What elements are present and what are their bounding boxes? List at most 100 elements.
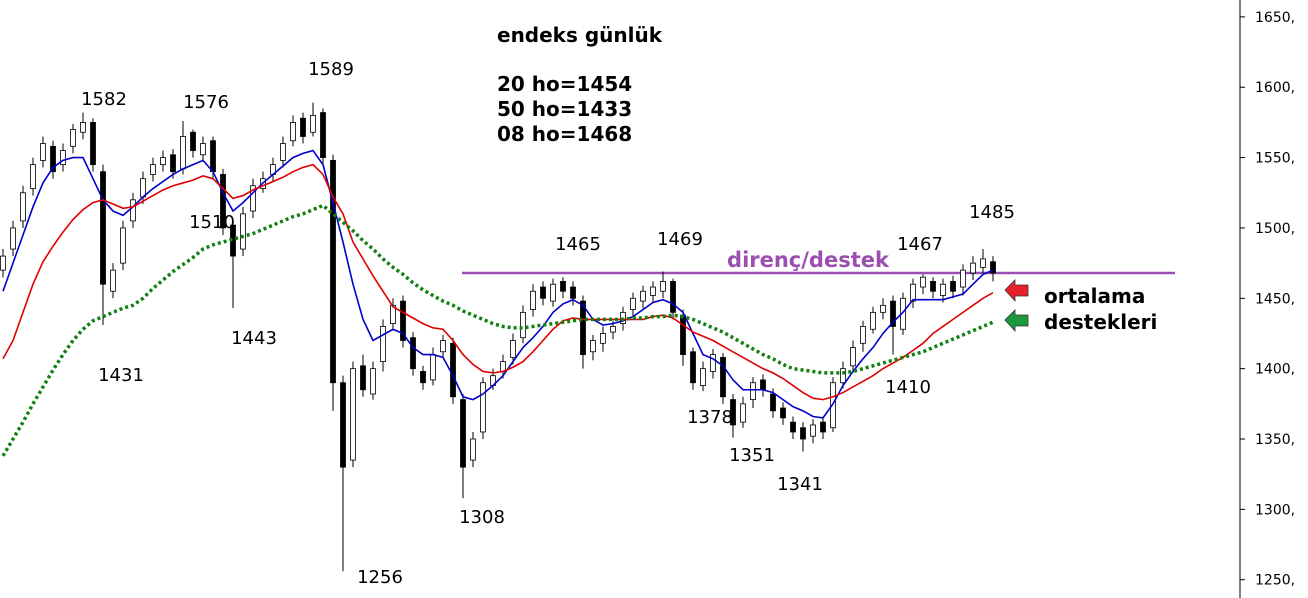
candle-body bbox=[960, 269, 966, 288]
candle-body bbox=[790, 421, 796, 433]
y-tick-label: 1650, bbox=[1255, 10, 1295, 26]
candle-body bbox=[140, 178, 146, 198]
candle-body bbox=[670, 281, 676, 313]
candle-body bbox=[330, 160, 336, 384]
candle-body bbox=[940, 283, 946, 296]
candle-body bbox=[520, 311, 526, 339]
candle-body bbox=[310, 114, 316, 133]
candle-body bbox=[290, 122, 296, 142]
ma-line bbox=[2, 149, 994, 419]
y-tick-label: 1350, bbox=[1255, 432, 1295, 448]
candle-body bbox=[510, 340, 516, 358]
price-annotation: 1351 bbox=[729, 445, 775, 466]
candle-body bbox=[350, 368, 356, 461]
ma-note: 20 ho=1454 bbox=[497, 72, 632, 96]
price-annotation: 1589 bbox=[308, 59, 354, 80]
candle-body bbox=[220, 174, 226, 229]
candle-body bbox=[80, 122, 86, 133]
price-annotation: 1467 bbox=[897, 234, 943, 255]
price-annotation: 1465 bbox=[555, 234, 601, 255]
ma-note: 50 ho=1433 bbox=[497, 97, 632, 121]
price-annotation: 1576 bbox=[183, 92, 229, 113]
candle-body bbox=[820, 421, 826, 433]
candle-body bbox=[890, 300, 896, 327]
candle-body bbox=[370, 368, 376, 395]
candle-body bbox=[170, 154, 176, 173]
price-annotation: 1431 bbox=[98, 365, 144, 386]
candle-body bbox=[680, 314, 686, 355]
candle-body bbox=[850, 347, 856, 367]
candle-body bbox=[320, 112, 326, 158]
candle-body bbox=[120, 227, 126, 264]
candle-body bbox=[480, 382, 486, 433]
candle-body bbox=[380, 326, 386, 363]
candle-body bbox=[840, 368, 846, 384]
candle-body bbox=[750, 382, 756, 401]
candle-body bbox=[770, 393, 776, 412]
candle-body bbox=[430, 354, 436, 381]
candle-body bbox=[300, 117, 306, 137]
candle-body bbox=[800, 427, 806, 440]
side-note: destekleri bbox=[1044, 310, 1157, 334]
price-annotation: 1582 bbox=[81, 89, 127, 110]
price-annotation: 1485 bbox=[969, 202, 1015, 223]
candle-body bbox=[100, 171, 106, 285]
candle-body bbox=[40, 143, 46, 161]
y-tick-label: 1400, bbox=[1255, 362, 1295, 378]
y-tick-label: 1450, bbox=[1255, 291, 1295, 307]
candle-body bbox=[930, 281, 936, 292]
green-arrow bbox=[1004, 309, 1029, 333]
candle-body bbox=[410, 337, 416, 370]
candle-body bbox=[640, 290, 646, 302]
candle-body bbox=[980, 258, 986, 268]
chart-title: endeks günlük bbox=[497, 23, 663, 47]
price-annotation: 1410 bbox=[885, 377, 931, 398]
price-annotation: 1510 bbox=[189, 212, 235, 233]
price-annotation: 1378 bbox=[687, 407, 733, 428]
red-arrow bbox=[1004, 279, 1029, 303]
candle-body bbox=[0, 255, 6, 271]
candle-body bbox=[400, 300, 406, 341]
candle-body bbox=[970, 262, 976, 274]
candle-body bbox=[700, 368, 706, 386]
candle-body bbox=[550, 283, 556, 302]
candle-body bbox=[150, 164, 156, 175]
candle-body bbox=[360, 365, 366, 391]
candle-body bbox=[540, 286, 546, 299]
candle-body bbox=[470, 438, 476, 461]
y-tick-label: 1250, bbox=[1255, 573, 1295, 589]
candle-body bbox=[570, 286, 576, 299]
candle-body bbox=[530, 290, 536, 310]
candle-body bbox=[130, 199, 136, 222]
price-annotation: 1341 bbox=[777, 474, 823, 495]
candle-body bbox=[870, 311, 876, 330]
candle-body bbox=[10, 227, 16, 250]
candle-body bbox=[710, 354, 716, 372]
candle-body bbox=[590, 340, 596, 353]
candle-body bbox=[810, 424, 816, 437]
candle-body bbox=[90, 122, 96, 166]
candle-body bbox=[780, 407, 786, 419]
candle-body bbox=[560, 281, 566, 292]
candle-body bbox=[70, 129, 76, 147]
candle-body bbox=[650, 286, 656, 296]
candle-body bbox=[660, 281, 666, 292]
candle-body bbox=[920, 276, 926, 288]
candle-body bbox=[690, 351, 696, 384]
price-annotation: 1256 bbox=[357, 567, 403, 588]
candle-body bbox=[60, 150, 66, 166]
candle-body bbox=[740, 403, 746, 423]
candle-body bbox=[730, 399, 736, 426]
candle-body bbox=[450, 342, 456, 398]
candle-body bbox=[830, 382, 836, 429]
price-annotation: 1443 bbox=[231, 328, 277, 349]
candle-body bbox=[420, 371, 426, 384]
candle-body bbox=[210, 140, 216, 173]
candle-body bbox=[880, 304, 886, 313]
level-label: direnç/destek bbox=[727, 248, 890, 272]
candle-body bbox=[580, 300, 586, 355]
candle-body bbox=[110, 269, 116, 292]
candle-body bbox=[250, 185, 256, 212]
